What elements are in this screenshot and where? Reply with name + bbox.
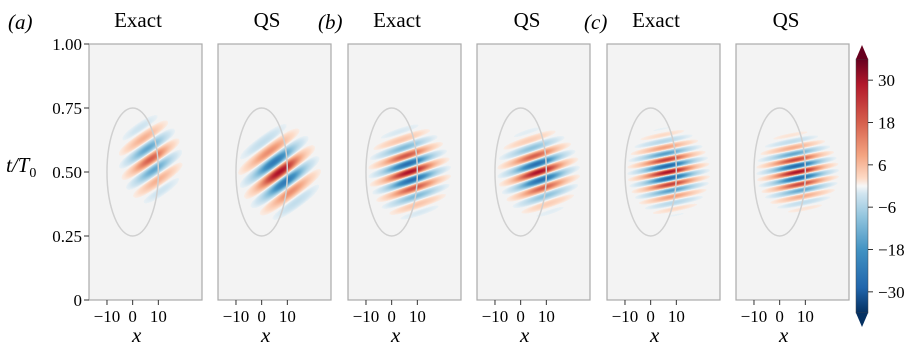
- y-tick-labels: 0 0.25 0.50 0.75 1.00: [52, 35, 82, 310]
- colorbar-tick-label: 30: [878, 71, 895, 90]
- panel-title-c-qs: QS: [773, 8, 800, 32]
- colorbar: 30 18 6 −6 −18 −30: [855, 45, 905, 327]
- wavepacket-heatmap: [607, 44, 720, 300]
- panel-title-b-qs: QS: [514, 8, 541, 32]
- panel-title-c-exact: Exact: [632, 8, 680, 32]
- y-tick-label: 0.25: [52, 227, 82, 246]
- panel-b-exact: −10 0 10 x: [347, 43, 462, 347]
- x-axis-label: x: [390, 323, 401, 347]
- panel-title-a-exact: Exact: [114, 8, 162, 32]
- wavepacket-heatmap: [218, 44, 331, 300]
- y-tick-label: 1.00: [52, 35, 82, 54]
- panel-frame: [217, 43, 332, 301]
- y-tick-label: 0.75: [52, 99, 82, 118]
- colorbar-tick-label: 18: [878, 114, 895, 133]
- x-axis-label: x: [131, 323, 142, 347]
- x-tick-label: −10: [482, 307, 509, 326]
- x-tick-label: 10: [279, 307, 296, 326]
- colorbar-tick-label: 6: [878, 156, 887, 175]
- x-axis-label: x: [519, 323, 530, 347]
- colorbar-body: [855, 58, 869, 314]
- panel-frame: [476, 43, 591, 301]
- y-axis-label: t/T0: [6, 153, 36, 181]
- x-tick-label: −10: [741, 307, 768, 326]
- x-tick-label: 10: [150, 307, 167, 326]
- wavepacket-heatmap: [736, 44, 849, 300]
- group-label-a: (a): [8, 10, 33, 34]
- y-axis-label-t: t: [6, 153, 13, 177]
- x-tick-label: 0: [387, 307, 396, 326]
- x-tick-label: 0: [516, 307, 525, 326]
- colorbar-extend-bottom: [856, 313, 868, 327]
- panel-c-exact: −10 0 10 x: [606, 43, 721, 347]
- x-tick-label: 10: [668, 307, 685, 326]
- x-tick-label: 10: [538, 307, 555, 326]
- y-axis-label-over-t: /T: [11, 153, 31, 177]
- panel-a-exact: −10 0 10 x: [84, 43, 203, 347]
- colorbar-ticks: 30 18 6 −6 −18 −30: [868, 71, 905, 302]
- x-tick-label: −10: [612, 307, 639, 326]
- colorbar-tick-label: −18: [878, 241, 905, 260]
- wavepacket-heatmap: [348, 44, 461, 300]
- x-tick-label: 0: [257, 307, 266, 326]
- panel-a-qs: −10 0 10 x: [217, 43, 332, 347]
- panel-title-a-qs: QS: [254, 8, 281, 32]
- panel-frame: [735, 43, 850, 301]
- x-tick-label: −10: [94, 307, 121, 326]
- panel-title-b-exact: Exact: [373, 8, 421, 32]
- ellipse-contour: [365, 107, 419, 237]
- ellipse-contour: [624, 107, 678, 237]
- panel-frame: [606, 43, 721, 301]
- x-axis-label: x: [778, 323, 789, 347]
- ellipse-contour: [494, 107, 548, 237]
- x-tick-label: −10: [353, 307, 380, 326]
- ellipse-contour: [235, 107, 289, 237]
- x-tick-label: 0: [128, 307, 137, 326]
- colorbar-tick-label: −6: [878, 198, 896, 217]
- heatmap-panels: −10 0 10x−10 0 10x−10 0 10x−10 0 10x−10 0 10x−10 0 1…: [84, 43, 850, 347]
- y-tick-label: 0: [74, 291, 83, 310]
- panel-c-qs: −10 0 10 x: [735, 43, 850, 347]
- wavepacket-heatmap: [477, 44, 590, 300]
- x-tick-label: 10: [409, 307, 426, 326]
- x-axis-label: x: [260, 323, 271, 347]
- y-tick-label: 0.50: [52, 163, 82, 182]
- panel-frame: [347, 43, 462, 301]
- ellipse-contour: [106, 107, 160, 237]
- x-tick-label: 10: [797, 307, 814, 326]
- ellipse-contour: [753, 107, 807, 237]
- x-tick-label: 0: [646, 307, 655, 326]
- panel-b-qs: −10 0 10 x: [476, 43, 591, 347]
- colorbar-tick-label: −30: [878, 283, 905, 302]
- group-label-c: (c): [584, 10, 607, 34]
- group-label-b: (b): [318, 10, 343, 34]
- x-tick-label: −10: [223, 307, 250, 326]
- wavepacket-heatmap: [89, 44, 202, 300]
- x-axis-label: x: [649, 323, 660, 347]
- x-tick-label: 0: [775, 307, 784, 326]
- colorbar-extend-top: [856, 45, 868, 59]
- y-axis-label-subscript: 0: [29, 166, 36, 181]
